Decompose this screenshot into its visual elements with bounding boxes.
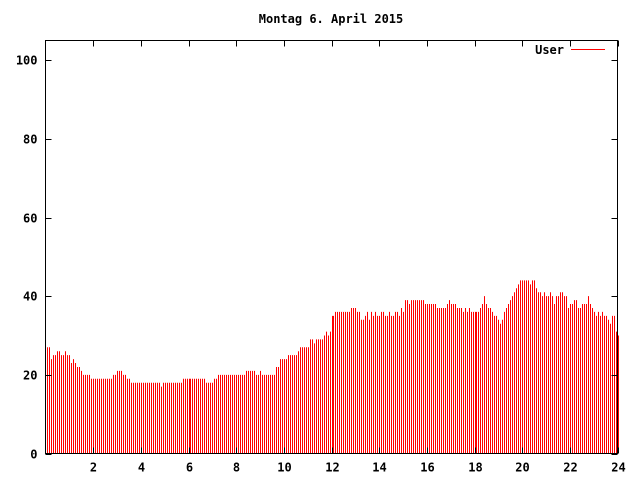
x-tick-label: 6 <box>186 461 193 475</box>
x-tick-label: 16 <box>420 461 434 475</box>
x-tick-label: 10 <box>277 461 291 475</box>
x-tick-label: 12 <box>325 461 339 475</box>
x-tick-label: 22 <box>563 461 577 475</box>
y-tick-label: 100 <box>16 54 38 68</box>
x-tick-label: 4 <box>138 461 145 475</box>
x-tick-label: 2 <box>90 461 97 475</box>
x-tick-label: 8 <box>233 461 240 475</box>
x-tick-label: 14 <box>372 461 386 475</box>
y-tick-label: 40 <box>23 290 37 304</box>
plot-border <box>45 40 618 454</box>
y-tick-label: 20 <box>23 369 37 383</box>
y-tick-label: 60 <box>23 212 37 226</box>
y-tick-label: 80 <box>23 133 37 147</box>
y-axis: 0 20 40 60 80 100 <box>16 54 618 462</box>
x-tick-label: 20 <box>515 461 529 475</box>
legend-label: User <box>535 43 564 57</box>
x-axis: 2 4 6 8 10 12 14 16 18 20 22 24 <box>90 40 626 475</box>
y-tick-label: 0 <box>30 448 37 462</box>
x-tick-label: 24 <box>611 461 625 475</box>
legend: User <box>535 43 605 57</box>
chart-title: Montag 6. April 2015 <box>259 12 404 26</box>
bars <box>47 280 619 454</box>
x-tick-label: 18 <box>468 461 482 475</box>
